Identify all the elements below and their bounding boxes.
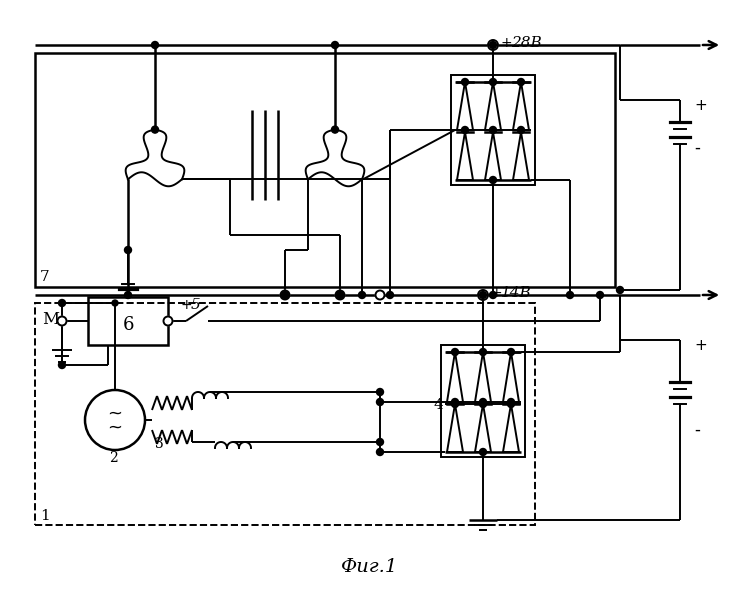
Circle shape xyxy=(489,41,497,49)
Text: +: + xyxy=(501,36,513,50)
Circle shape xyxy=(567,292,574,298)
Text: 14В: 14В xyxy=(501,286,532,300)
Text: -: - xyxy=(694,139,700,157)
Circle shape xyxy=(58,299,66,307)
Circle shape xyxy=(332,126,338,133)
Bar xyxy=(88,297,168,345)
Circle shape xyxy=(517,79,525,85)
Text: Фиг.1: Фиг.1 xyxy=(341,558,399,576)
Circle shape xyxy=(508,349,514,355)
Circle shape xyxy=(377,439,383,445)
Circle shape xyxy=(377,449,383,455)
Circle shape xyxy=(462,79,468,85)
Circle shape xyxy=(112,300,118,306)
Bar xyxy=(451,75,535,185)
Circle shape xyxy=(332,41,338,49)
Text: +: + xyxy=(694,98,707,113)
Circle shape xyxy=(508,398,514,406)
Circle shape xyxy=(281,292,289,298)
Circle shape xyxy=(451,398,459,406)
Circle shape xyxy=(489,79,497,85)
Text: 6: 6 xyxy=(122,316,134,334)
Bar xyxy=(35,303,535,525)
Circle shape xyxy=(480,449,486,455)
Circle shape xyxy=(377,398,383,406)
Circle shape xyxy=(451,349,459,355)
Text: +: + xyxy=(180,298,192,312)
Circle shape xyxy=(489,176,497,184)
Bar xyxy=(441,345,525,457)
Circle shape xyxy=(377,389,383,395)
Text: -: - xyxy=(694,421,700,439)
Circle shape xyxy=(480,398,486,406)
Circle shape xyxy=(616,286,624,293)
Circle shape xyxy=(480,292,486,298)
Text: 2: 2 xyxy=(109,451,118,465)
Circle shape xyxy=(488,40,498,50)
Circle shape xyxy=(596,292,604,298)
Circle shape xyxy=(462,127,468,133)
Circle shape xyxy=(335,290,345,299)
Circle shape xyxy=(451,401,459,407)
Text: M: M xyxy=(42,311,59,328)
Text: 4: 4 xyxy=(433,398,443,412)
Circle shape xyxy=(152,126,158,133)
Circle shape xyxy=(478,290,488,300)
Circle shape xyxy=(164,317,172,325)
Bar xyxy=(35,53,615,287)
Circle shape xyxy=(480,349,486,355)
Text: 1: 1 xyxy=(40,509,50,523)
Circle shape xyxy=(337,292,343,298)
Circle shape xyxy=(358,292,366,298)
Circle shape xyxy=(489,292,497,298)
Text: +: + xyxy=(694,338,707,353)
Text: 5: 5 xyxy=(191,298,201,312)
Text: 7: 7 xyxy=(40,270,50,284)
Text: 3: 3 xyxy=(155,437,164,451)
Circle shape xyxy=(58,361,66,368)
Text: +: + xyxy=(491,286,502,300)
Circle shape xyxy=(489,127,497,133)
Circle shape xyxy=(124,292,132,298)
Text: ~: ~ xyxy=(107,419,123,437)
Circle shape xyxy=(517,127,525,133)
Circle shape xyxy=(386,292,394,298)
Text: ~: ~ xyxy=(107,405,123,423)
Circle shape xyxy=(280,290,289,299)
Circle shape xyxy=(58,317,67,325)
Circle shape xyxy=(124,247,132,253)
Circle shape xyxy=(508,401,514,407)
Circle shape xyxy=(152,41,158,49)
Circle shape xyxy=(480,401,486,407)
Text: 28В: 28В xyxy=(511,36,542,50)
Circle shape xyxy=(375,290,385,299)
